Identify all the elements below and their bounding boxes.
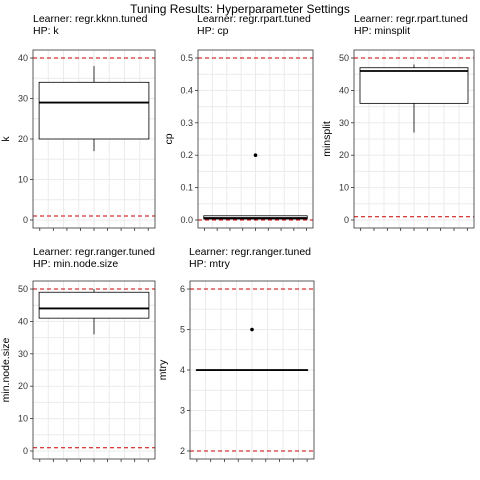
panel-title-line: Learner: regr.ranger.tuned <box>189 246 311 258</box>
y-tick-label: 30 <box>18 94 28 104</box>
panel-title-line: HP: cp <box>197 25 229 37</box>
y-tick-label: 0.4 <box>180 85 193 95</box>
y-tick-label: 30 <box>339 118 349 128</box>
panel-title-line: HP: k <box>33 25 59 37</box>
panel-title-line: Learner: regr.rpart.tuned <box>354 13 468 25</box>
y-tick-label: 10 <box>339 183 349 193</box>
y-tick-label: 0 <box>23 446 28 456</box>
y-axis-label: mtry <box>157 359 169 380</box>
y-axis-label: k <box>0 136 12 142</box>
y-tick-label: 50 <box>18 284 28 294</box>
y-tick-label: 50 <box>339 53 349 63</box>
panel-title-line: Learner: regr.ranger.tuned <box>33 246 155 258</box>
y-tick-label: 2 <box>180 446 185 456</box>
y-tick-label: 0.0 <box>180 215 193 225</box>
y-tick-label: 40 <box>18 316 28 326</box>
box-iqr <box>38 291 150 319</box>
y-tick-label: 20 <box>339 150 349 160</box>
outlier-point <box>253 153 258 157</box>
y-tick-label: 0.2 <box>180 150 193 160</box>
y-tick-label: 0.1 <box>180 183 193 193</box>
y-tick-label: 0.5 <box>180 53 193 63</box>
panel-title-line: HP: min.node.size <box>33 258 118 270</box>
panel-title-line: Learner: regr.kknn.tuned <box>33 13 148 25</box>
y-tick-label: 5 <box>180 325 185 335</box>
y-tick-label: 3 <box>180 405 185 415</box>
y-axis-label: cp <box>163 133 175 144</box>
y-tick-label: 40 <box>18 53 28 63</box>
y-tick-label: 10 <box>18 174 28 184</box>
y-tick-label: 0 <box>344 215 349 225</box>
y-tick-label: 20 <box>18 134 28 144</box>
y-axis-label: min.node.size <box>0 337 12 402</box>
outlier-point <box>250 327 254 332</box>
y-tick-label: 20 <box>18 381 28 391</box>
y-tick-label: 10 <box>18 414 28 424</box>
y-tick-label: 30 <box>18 349 28 359</box>
box-iqr <box>38 81 150 140</box>
y-tick-label: 40 <box>339 85 349 95</box>
main-title: Tuning Results: Hyperparameter Settings <box>130 2 350 16</box>
box-iqr <box>359 67 469 104</box>
y-tick-label: 0.3 <box>180 118 193 128</box>
panel-title-line: HP: mtry <box>189 258 231 270</box>
y-axis-label: minsplit <box>321 121 333 157</box>
panel-title-line: Learner: regr.rpart.tuned <box>197 13 311 25</box>
panel-title-line: HP: minsplit <box>354 25 410 37</box>
y-tick-label: 4 <box>180 365 185 375</box>
y-tick-label: 6 <box>180 284 185 294</box>
y-tick-label: 0 <box>23 215 28 225</box>
